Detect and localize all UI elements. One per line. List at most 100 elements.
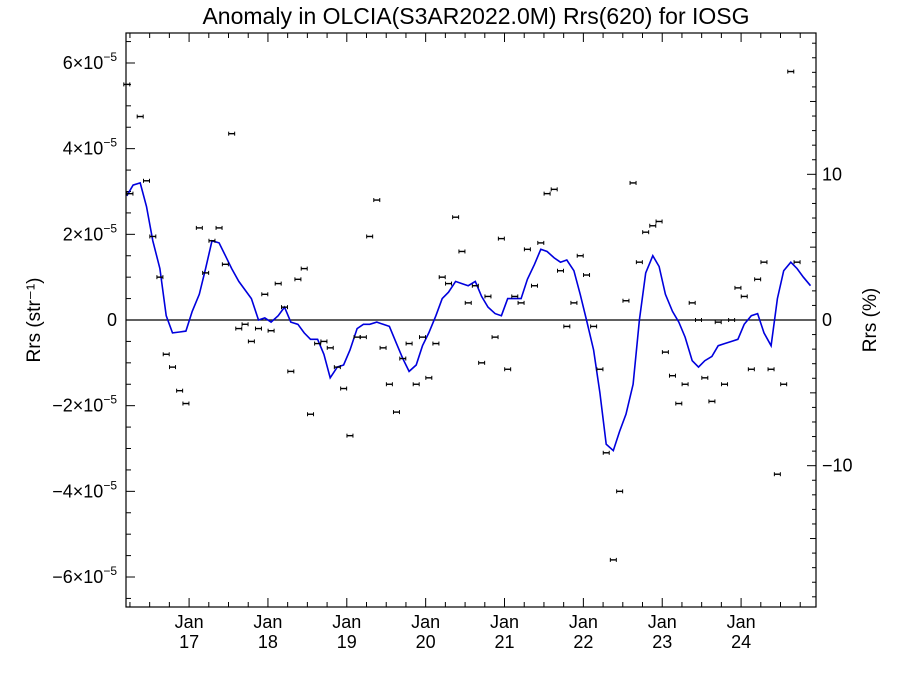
data-point xyxy=(340,386,348,391)
data-point xyxy=(478,360,486,365)
data-point xyxy=(464,300,472,305)
chart-title: Anomaly in OLCIA(S3AR2022.0M) Rrs(620) f… xyxy=(202,3,749,29)
data-point xyxy=(642,230,650,235)
data-point xyxy=(622,298,630,303)
data-point xyxy=(504,367,512,372)
data-point xyxy=(649,223,657,228)
data-point xyxy=(405,341,413,346)
data-point xyxy=(412,382,420,387)
data-point xyxy=(484,294,492,299)
data-point xyxy=(320,339,328,344)
x-tick-label-month: Jan xyxy=(490,612,519,632)
data-point xyxy=(379,345,387,350)
data-point xyxy=(438,275,446,280)
x-tick-label-month: Jan xyxy=(332,612,361,632)
data-point xyxy=(721,382,729,387)
x-tick-label-month: Jan xyxy=(569,612,598,632)
y-axis-left-label: Rrs (str⁻¹) xyxy=(24,278,45,363)
data-point xyxy=(576,253,584,258)
data-point xyxy=(425,375,433,380)
data-point xyxy=(176,388,184,393)
y-right-tick-label: −10 xyxy=(822,456,853,476)
data-point xyxy=(668,373,676,378)
data-point xyxy=(590,324,598,329)
data-point xyxy=(511,294,519,299)
data-point xyxy=(458,249,466,254)
y-axis-right: 10 0 −10 xyxy=(807,42,853,598)
y-left-tick-label: 0 xyxy=(107,310,117,330)
data-point xyxy=(695,318,703,322)
data-point xyxy=(675,401,683,406)
x-tick-label-year: 17 xyxy=(179,632,199,652)
y-axis-left: 6×10−5 4×10−5 2×10−5 0 −2×10−5 −4×10−5 −6×10−5 xyxy=(52,41,135,599)
data-point xyxy=(714,320,722,325)
data-point xyxy=(616,489,624,494)
data-point xyxy=(156,275,164,280)
data-point xyxy=(767,367,775,372)
y-left-tick-label: −6×10−5 xyxy=(52,564,117,587)
data-point xyxy=(557,268,565,273)
data-point xyxy=(300,266,308,271)
data-point xyxy=(432,341,440,346)
y-left-tick-label: −2×10−5 xyxy=(52,393,117,416)
data-point xyxy=(609,557,617,562)
data-point xyxy=(530,283,538,288)
data-point xyxy=(274,281,282,286)
data-point xyxy=(294,277,302,282)
data-point xyxy=(182,401,190,406)
data-point xyxy=(728,318,736,322)
y-right-tick-label: 0 xyxy=(822,310,832,330)
data-point xyxy=(346,433,354,438)
data-point xyxy=(740,294,748,299)
data-point xyxy=(760,260,768,265)
data-point xyxy=(780,382,788,387)
data-point xyxy=(445,281,453,286)
x-tick-label-month: Jan xyxy=(727,612,756,632)
data-point xyxy=(123,82,131,87)
x-tick-label-month: Jan xyxy=(175,612,204,632)
data-point xyxy=(195,225,203,230)
data-point xyxy=(602,450,610,455)
data-point xyxy=(235,326,243,331)
data-point xyxy=(215,225,223,230)
data-point xyxy=(307,412,315,417)
y-left-tick-label: 4×10−5 xyxy=(63,136,118,159)
data-point xyxy=(261,292,269,297)
data-point xyxy=(452,215,460,220)
data-point xyxy=(385,382,393,387)
x-tick-label-year: 19 xyxy=(337,632,357,652)
data-point xyxy=(126,191,134,196)
data-point xyxy=(399,356,407,361)
y-right-tick-label: 10 xyxy=(822,164,842,184)
data-point xyxy=(247,339,255,344)
data-point xyxy=(517,300,525,305)
x-tick-label-year: 18 xyxy=(258,632,278,652)
data-point xyxy=(491,335,499,340)
data-point xyxy=(419,335,427,340)
series-points-group xyxy=(123,69,801,562)
data-point xyxy=(688,300,696,305)
data-point xyxy=(281,305,289,310)
data-point xyxy=(537,240,545,245)
x-tick-label-year: 24 xyxy=(731,632,751,652)
data-point xyxy=(471,283,479,288)
data-point xyxy=(202,270,210,275)
data-point xyxy=(162,352,170,357)
data-point xyxy=(497,236,505,241)
data-point xyxy=(359,335,367,340)
data-point xyxy=(136,114,144,119)
data-point xyxy=(267,328,275,333)
data-point xyxy=(793,260,801,265)
x-tick-label-year: 21 xyxy=(494,632,514,652)
data-point xyxy=(208,238,216,243)
data-point xyxy=(681,382,689,387)
data-point xyxy=(563,324,571,329)
y-left-tick-label: 6×10−5 xyxy=(63,50,118,73)
data-point xyxy=(287,369,295,374)
x-tick-label-year: 23 xyxy=(652,632,672,652)
data-point xyxy=(734,285,742,290)
data-point xyxy=(169,365,177,370)
x-tick-label-year: 22 xyxy=(573,632,593,652)
